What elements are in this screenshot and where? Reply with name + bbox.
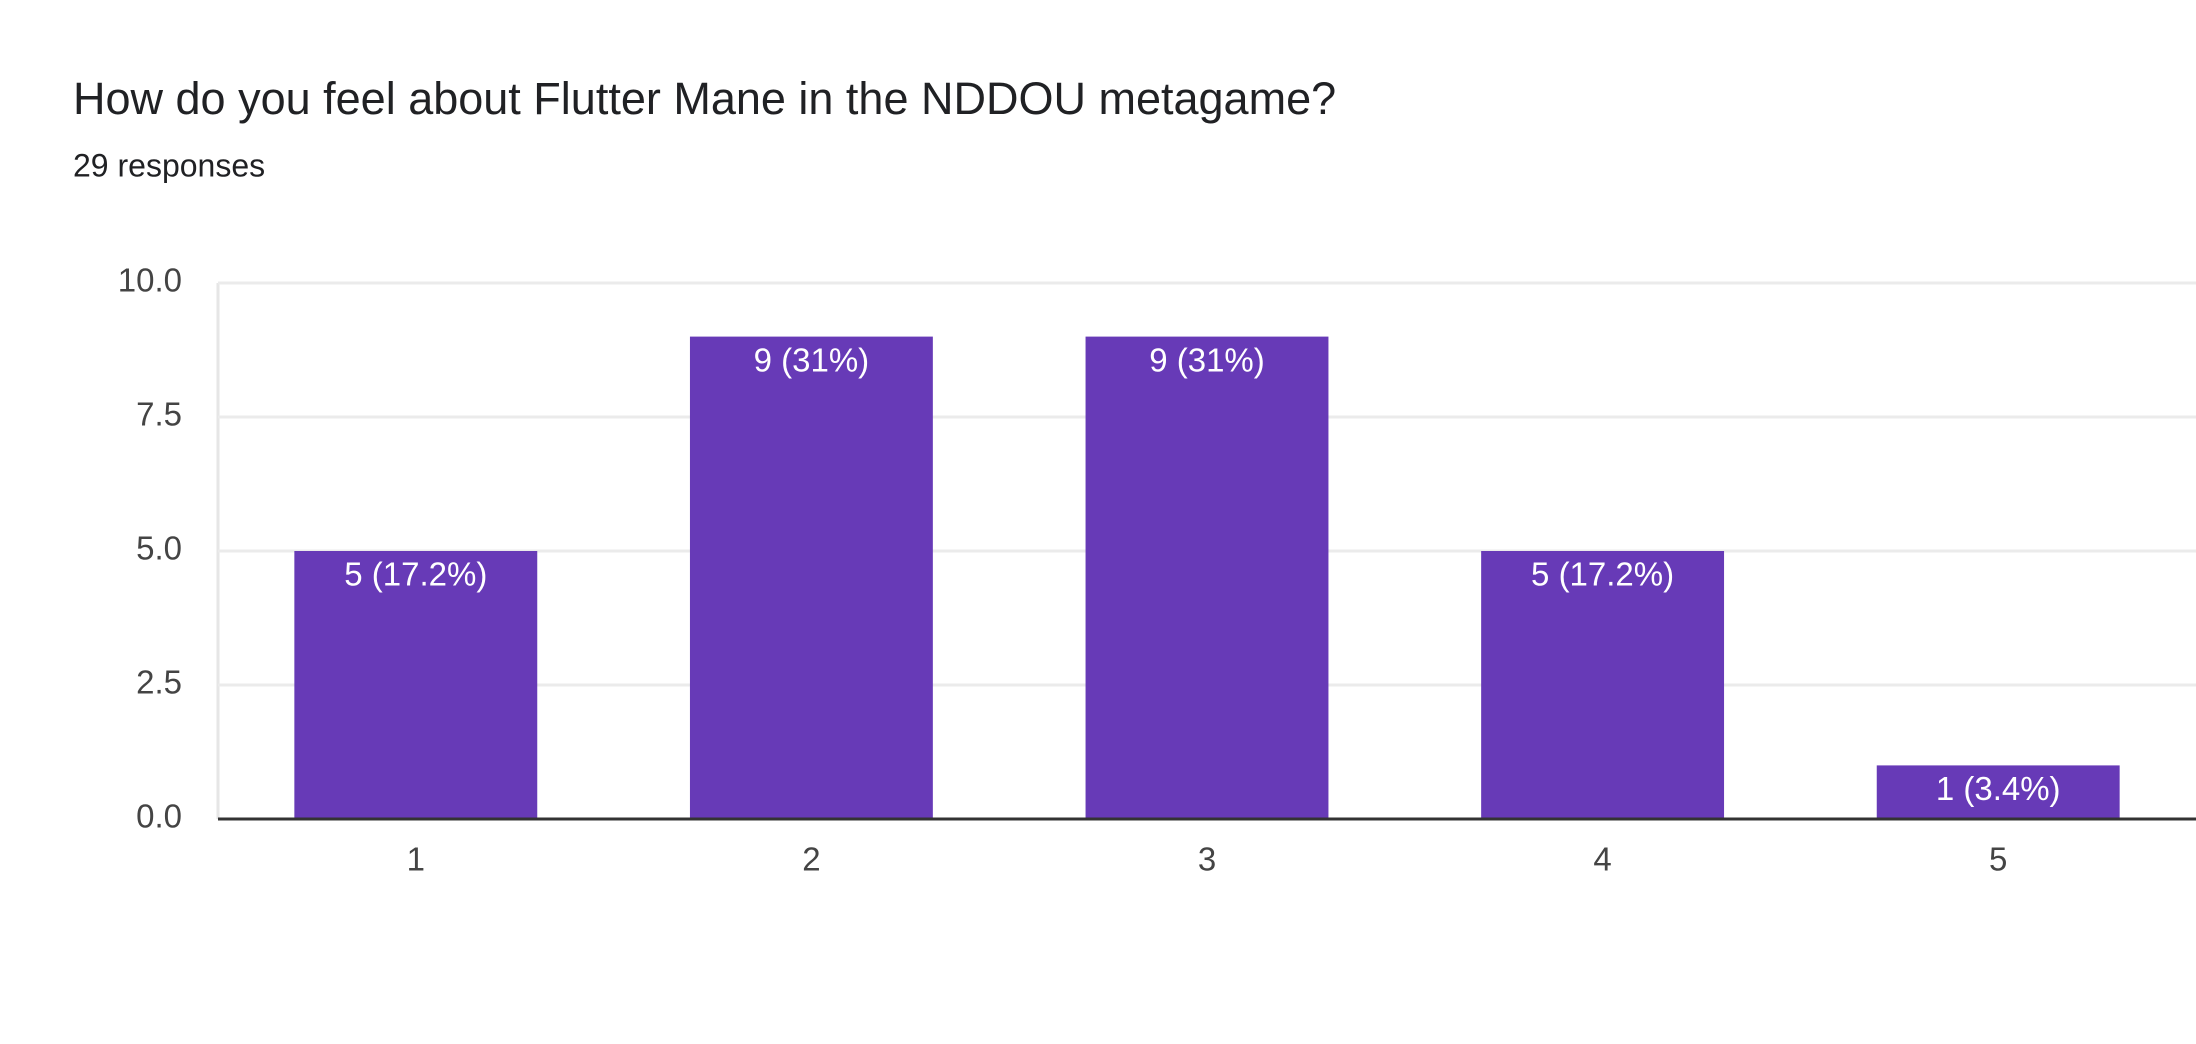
value-label: 5 (17.2%) [1531, 556, 1674, 593]
bar [1876, 765, 2120, 819]
x-tick-label: 4 [1593, 841, 1611, 878]
x-tick-label: 1 [407, 841, 425, 878]
y-tick-label: 0.0 [136, 798, 182, 835]
y-tick-label: 10.0 [118, 262, 182, 299]
bar [294, 551, 538, 819]
value-label: 5 (17.2%) [344, 556, 487, 593]
x-tick-label: 2 [802, 841, 820, 878]
y-tick-label: 2.5 [136, 664, 182, 701]
y-tick-label: 7.5 [136, 396, 182, 433]
chart-subtitle: 29 responses [73, 147, 265, 183]
value-label: 1 (3.4%) [1936, 770, 2061, 807]
value-label: 9 (31%) [754, 341, 870, 378]
bar [1481, 551, 1725, 819]
value-label: 9 (31%) [1149, 341, 1265, 378]
bar [1085, 336, 1329, 819]
x-tick-label: 3 [1198, 841, 1216, 878]
y-tick-label: 5.0 [136, 530, 182, 567]
bar [689, 336, 933, 819]
x-tick-label: 5 [1989, 841, 2007, 878]
chart-title: How do you feel about Flutter Mane in th… [73, 73, 1336, 124]
